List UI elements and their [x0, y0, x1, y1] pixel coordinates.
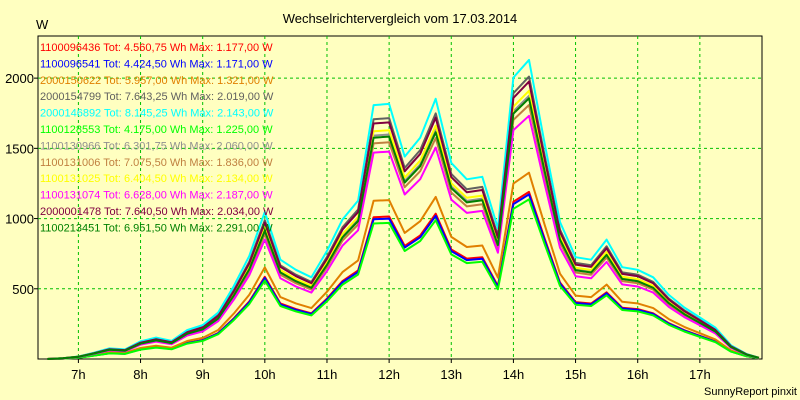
- x-tick-label: 8h: [133, 367, 147, 382]
- series-line-1100131074: [47, 114, 760, 360]
- legend-entry-2000001478: 2000001478 Tot: 7.640,50 Wh Max: 2.034,0…: [40, 206, 274, 218]
- y-tick-label: 2000: [5, 71, 34, 86]
- series-line-1100128553: [47, 198, 760, 360]
- series-line-2000146892: [47, 58, 760, 360]
- grid: [38, 36, 762, 359]
- legend-entry-1100131074: 1100131074 Tot: 6.628,00 Wh Max: 2.187,0…: [40, 190, 273, 202]
- legend-entry-2000150622: 2000150622 Tot: 5.957,00 Wh Max: 1.321,0…: [40, 75, 274, 87]
- y-axis: 500 1000 1500 2000: [5, 71, 38, 297]
- y-tick-label: 1000: [5, 212, 34, 227]
- legend-entry-2000154799: 2000154799 Tot: 7.643,25 Wh Max: 2.019,0…: [40, 91, 274, 103]
- x-tick-label: 12h: [378, 367, 400, 382]
- x-tick-label: 10h: [254, 367, 276, 382]
- y-tick-label: 500: [12, 282, 34, 297]
- chart-title: Wechselrichtervergleich vom 17.03.2014: [283, 11, 518, 26]
- legend-entry-1100213451: 1100213451 Tot: 6.951,50 Wh Max: 2.291,0…: [40, 222, 273, 234]
- legend-entry-1100131025: 1100131025 Tot: 6.404,50 Wh Max: 2.134,0…: [40, 173, 273, 185]
- series-line-2000001478: [47, 80, 760, 360]
- x-tick-label: 7h: [71, 367, 85, 382]
- x-tick-label: 15h: [565, 367, 587, 382]
- x-axis: 7h 8h 9h 10h 11h 12h 13h 14h 15h 16h 17h: [71, 359, 711, 382]
- y-tick-label: 1500: [5, 141, 34, 156]
- x-tick-label: 16h: [627, 367, 649, 382]
- legend-entry-1100096541: 1100096541 Tot: 4.424,50 Wh Max: 1.171,0…: [40, 58, 273, 70]
- x-tick-label: 13h: [440, 367, 462, 382]
- x-tick-label: 9h: [195, 367, 209, 382]
- x-tick-label: 14h: [503, 367, 525, 382]
- x-tick-label: 17h: [689, 367, 711, 382]
- y-unit-label: W: [36, 17, 49, 32]
- legend-entry-1100130966: 1100130966 Tot: 6.301,75 Wh Max: 2.060,0…: [40, 140, 273, 152]
- legend-entry-1100131006: 1100131006 Tot: 7.075,50 Wh Max: 1.836,0…: [40, 157, 273, 169]
- series-line-1100213451: [47, 97, 760, 360]
- footer-label: SunnyReport pinxit: [704, 386, 797, 398]
- legend-entry-1100128553: 1100128553 Tot: 4.175,00 Wh Max: 1.225,0…: [40, 124, 273, 136]
- series-lines: [47, 58, 760, 360]
- legend-entry-2000146892: 2000146892 Tot: 8.145,25 Wh Max: 2.143,0…: [40, 108, 274, 120]
- x-tick-label: 11h: [317, 367, 338, 382]
- series-line-2000150622: [47, 171, 760, 360]
- legend-entry-1100096436: 1100096436 Tot: 4.560,75 Wh Max: 1.177,0…: [40, 42, 273, 54]
- legend: 1100096436 Tot: 4.560,75 Wh Max: 1.177,0…: [40, 42, 274, 234]
